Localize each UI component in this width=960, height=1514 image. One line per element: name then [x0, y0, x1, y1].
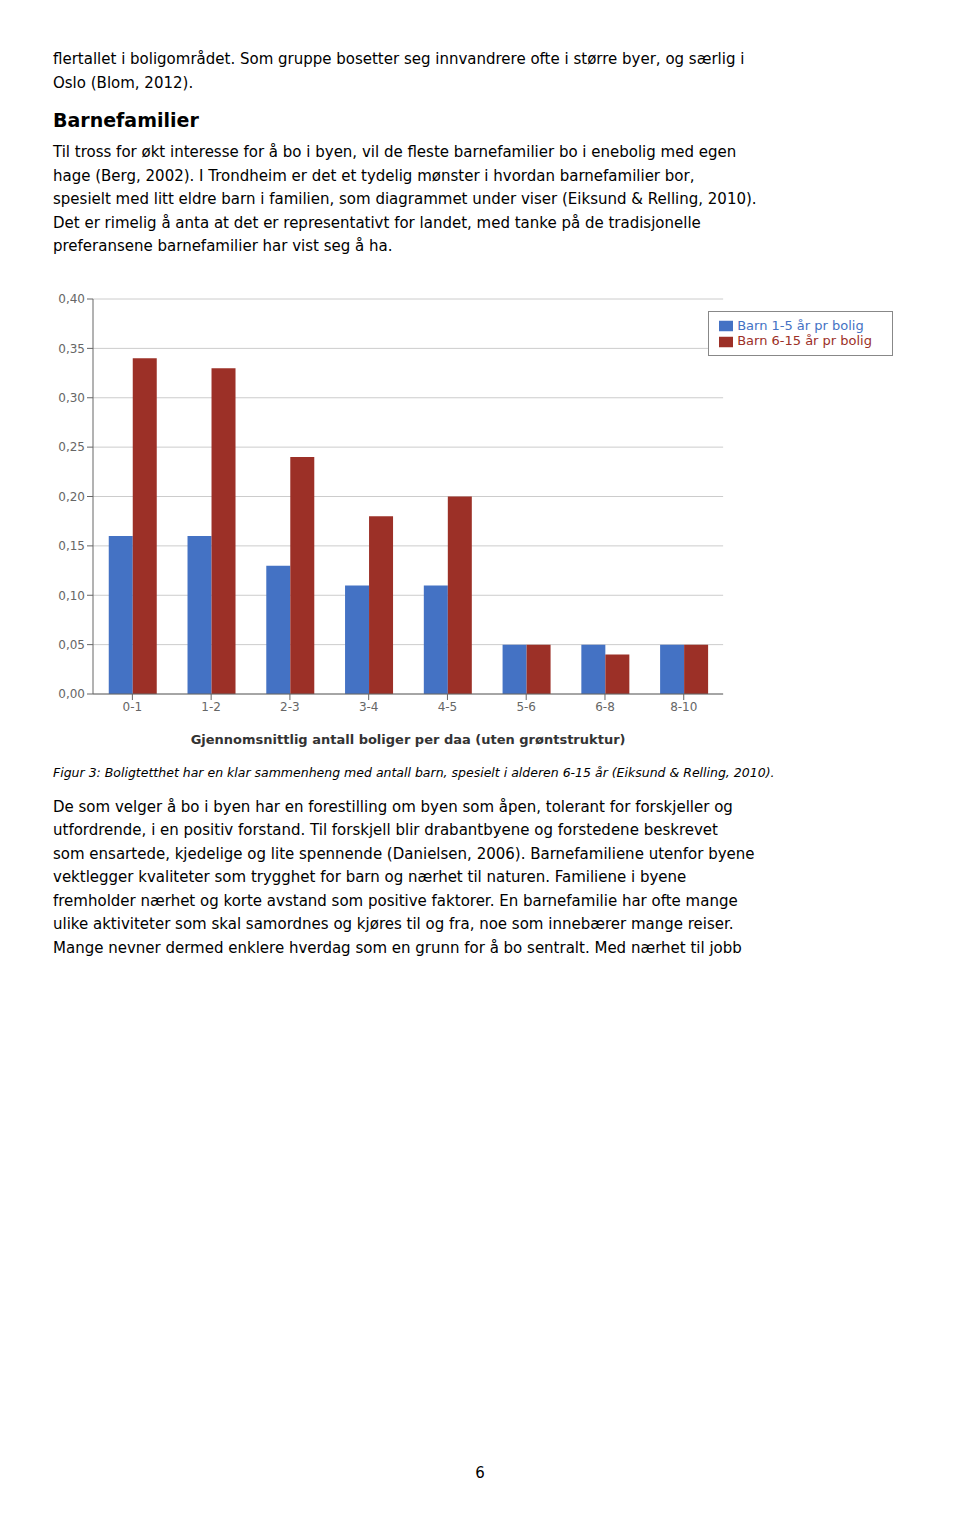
html-text:vektlegger kvaliteter som tryg: vektlegger kvaliteter som trygghet for b…: [53, 868, 687, 886]
html-text:De som velger å bo i byen har: De som velger å bo i byen har en foresti…: [53, 797, 733, 816]
svg-text:5-6: 5-6: [516, 699, 536, 713]
html-text:Figur 3: Boligtetthet har en k: Figur 3: Boligtetthet har en klar sammen…: [53, 764, 775, 780]
svg-text:0-1: 0-1: [123, 699, 143, 713]
svg-text:0,40: 0,40: [58, 292, 85, 306]
html-text:preferansene barnefamilier har: preferansene barnefamilier har vist seg …: [53, 237, 393, 255]
html-text:utfordrende, i en positiv fors: utfordrende, i en positiv forstand. Til …: [53, 821, 718, 839]
svg-text:0,30: 0,30: [58, 391, 85, 405]
svg-text:0,20: 0,20: [58, 489, 85, 503]
html-text:fremholder nærhet og korte avs: fremholder nærhet og korte avstand som p…: [53, 891, 738, 910]
html-text:hage (Berg, 2002). I Trondheim: hage (Berg, 2002). I Trondheim er det et…: [53, 166, 695, 185]
html-text:flertallet i boligområdet. Som: flertallet i boligområdet. Som gruppe bo…: [53, 50, 745, 68]
svg-text:0,35: 0,35: [58, 341, 85, 355]
html-text:Barnefamilier: Barnefamilier: [53, 109, 199, 131]
svg-text:2-3: 2-3: [280, 699, 300, 713]
svg-text:0,10: 0,10: [58, 588, 85, 602]
html-text:Det er rimelig å anta at det e: Det er rimelig å anta at det er represen…: [53, 213, 701, 232]
html-text:Barn 6-15 år pr bolig: Barn 6-15 år pr bolig: [737, 333, 872, 348]
svg-text:8-10: 8-10: [670, 699, 697, 713]
html-text:6: 6: [475, 1464, 485, 1482]
html-text:som ensartede, kjedelige og li: som ensartede, kjedelige og lite spennen…: [53, 844, 755, 863]
svg-text:3-4: 3-4: [359, 699, 379, 713]
svg-text:6-8: 6-8: [595, 699, 615, 713]
html-text:Oslo (Blom, 2012).: Oslo (Blom, 2012).: [53, 73, 194, 92]
svg-text:4-5: 4-5: [438, 699, 458, 713]
svg-text:0,25: 0,25: [58, 440, 85, 454]
svg-text:1-2: 1-2: [201, 699, 221, 713]
svg-text:0,05: 0,05: [58, 637, 85, 651]
html-text:ulike aktiviteter som skal sam: ulike aktiviteter som skal samordnes og …: [53, 915, 734, 933]
html-text:spesielt med litt eldre barn i: spesielt med litt eldre barn i familien,…: [53, 190, 757, 208]
svg-text:Gjennomsnittlig antall boliger: Gjennomsnittlig antall boliger per daa (…: [191, 732, 626, 747]
svg-text:0,15: 0,15: [58, 539, 85, 553]
html-text:Barn 1-5 år pr bolig: Barn 1-5 år pr bolig: [737, 317, 864, 333]
html-text:Til tross for økt interesse fo: Til tross for økt interesse for å bo i b…: [53, 143, 737, 161]
html-text:Mange nevner dermed enklere hv: Mange nevner dermed enklere hverdag som …: [53, 938, 742, 957]
svg-text:0,00: 0,00: [58, 687, 85, 701]
